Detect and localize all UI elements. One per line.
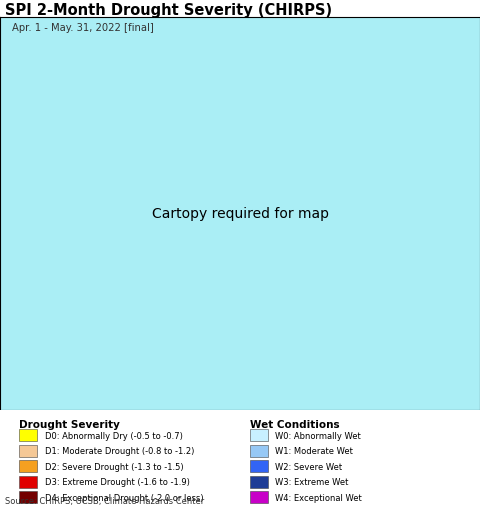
Bar [19, 460, 37, 472]
Text: W3: Extreme Wet: W3: Extreme Wet [275, 477, 348, 486]
Text: Cartopy required for map: Cartopy required for map [152, 207, 328, 221]
Text: W4: Exceptional Wet: W4: Exceptional Wet [275, 493, 362, 501]
Text: D2: Severe Drought (-1.3 to -1.5): D2: Severe Drought (-1.3 to -1.5) [45, 462, 183, 471]
Text: D4: Exceptional Drought (-2.0 or less): D4: Exceptional Drought (-2.0 or less) [45, 493, 203, 501]
Bar [19, 491, 37, 503]
Bar [250, 445, 268, 457]
Text: Apr. 1 - May. 31, 2022 [final]: Apr. 1 - May. 31, 2022 [final] [12, 23, 154, 33]
Text: Source: CHIRPS, UCSB, Climate Hazards Center: Source: CHIRPS, UCSB, Climate Hazards Ce… [5, 496, 204, 505]
Text: D0: Abnormally Dry (-0.5 to -0.7): D0: Abnormally Dry (-0.5 to -0.7) [45, 431, 182, 440]
Bar [250, 491, 268, 503]
Text: W0: Abnormally Wet: W0: Abnormally Wet [275, 431, 361, 440]
Text: D1: Moderate Drought (-0.8 to -1.2): D1: Moderate Drought (-0.8 to -1.2) [45, 446, 194, 456]
Text: Drought Severity: Drought Severity [19, 419, 120, 430]
Text: W1: Moderate Wet: W1: Moderate Wet [275, 446, 353, 456]
Bar [250, 476, 268, 488]
Bar [19, 430, 37, 441]
Text: SPI 2-Month Drought Severity (CHIRPS): SPI 2-Month Drought Severity (CHIRPS) [5, 3, 332, 18]
Text: Wet Conditions: Wet Conditions [250, 419, 339, 430]
Bar [19, 445, 37, 457]
Bar [250, 430, 268, 441]
Bar [250, 460, 268, 472]
Bar [19, 476, 37, 488]
Text: D3: Extreme Drought (-1.6 to -1.9): D3: Extreme Drought (-1.6 to -1.9) [45, 477, 190, 486]
Text: W2: Severe Wet: W2: Severe Wet [275, 462, 342, 471]
